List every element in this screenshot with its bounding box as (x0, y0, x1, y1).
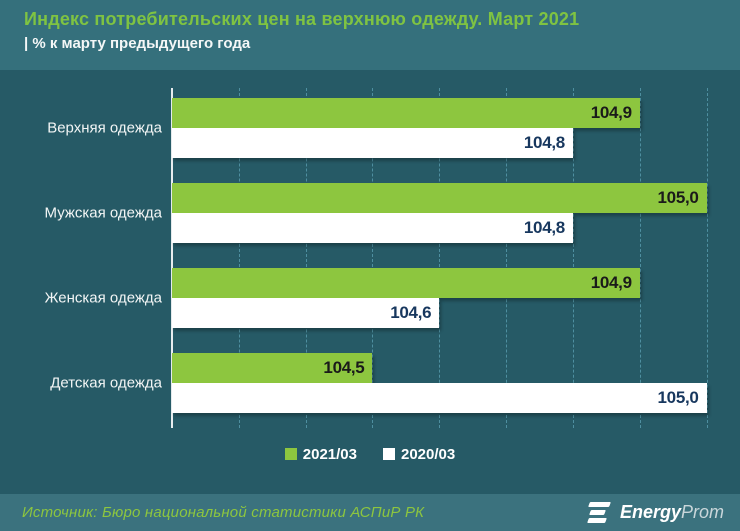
legend-swatch (383, 448, 395, 460)
bar-2020/03: 104,8 (172, 213, 573, 243)
bar-2021/03: 104,9 (172, 98, 640, 128)
footer: Источник: Бюро национальной статистики А… (0, 494, 740, 531)
bar-group: Верхняя одежда 104,9 104,8 (0, 98, 740, 158)
gridline (439, 88, 441, 428)
bar-value-label: 105,0 (657, 188, 699, 207)
bar-value-label: 105,0 (657, 388, 699, 407)
energyprom-icon (587, 502, 613, 523)
legend-label: 2020/03 (401, 445, 456, 463)
category-label: Мужская одежда (44, 204, 162, 222)
gridline (572, 88, 574, 428)
category-label: Женская одежда (44, 289, 162, 307)
bars-container: 105,0 104,8 (172, 183, 740, 243)
bar-value-label: 104,6 (390, 303, 432, 322)
bar-2021/03: 104,9 (172, 268, 640, 298)
bar-2020/03: 104,6 (172, 298, 440, 328)
energyprom-logo: EnergyProm (587, 502, 724, 523)
logo-text-bold: Energy (619, 502, 681, 522)
source-note: Источник: Бюро национальной статистики А… (22, 504, 425, 521)
bar-value-label: 104,9 (590, 273, 632, 292)
bar-2020/03: 104,8 (172, 128, 573, 158)
logo-text-light: Prom (680, 502, 724, 522)
legend-item-2021/03: 2021/03 (284, 445, 357, 463)
gridline (372, 88, 374, 428)
header: Индекс потребительских цен на верхнюю од… (0, 0, 740, 70)
gridline (238, 88, 240, 428)
gridline (506, 88, 508, 428)
chart-title: Индекс потребительских цен на верхнюю од… (24, 9, 580, 29)
bar-2020/03: 105,0 (172, 383, 707, 413)
gridline (706, 88, 708, 428)
legend: 2021/03 2020/03 (0, 443, 740, 465)
chart-subtitle: | % к марту предыдущего года (24, 35, 251, 52)
category-label: Верхняя одежда (47, 119, 162, 137)
bar-group: Мужская одежда 105,0 104,8 (0, 183, 740, 243)
gridline (305, 88, 307, 428)
y-axis-line (171, 88, 173, 428)
bar-value-label: 104,8 (523, 133, 565, 152)
bar-value-label: 104,9 (590, 103, 632, 122)
bar-value-label: 104,5 (323, 358, 365, 377)
gridline (639, 88, 641, 428)
bar-value-label: 104,8 (523, 218, 565, 237)
energyprom-wordmark: EnergyProm (620, 502, 724, 523)
bar-group: Женская одежда 104,9 104,6 (0, 268, 740, 328)
bars-container: 104,5 105,0 (172, 353, 740, 413)
bar-2021/03: 104,5 (172, 353, 373, 383)
bars-container: 104,9 104,8 (172, 98, 740, 158)
category-label: Детская одежда (50, 374, 162, 392)
legend-item-2020/03: 2020/03 (383, 446, 455, 463)
legend-swatch (284, 448, 297, 460)
legend-label: 2021/03 (302, 445, 357, 463)
bar-2021/03: 105,0 (172, 183, 707, 213)
bar-group: Детская одежда 104,5 105,0 (0, 353, 740, 413)
bars-container: 104,9 104,6 (172, 268, 740, 328)
